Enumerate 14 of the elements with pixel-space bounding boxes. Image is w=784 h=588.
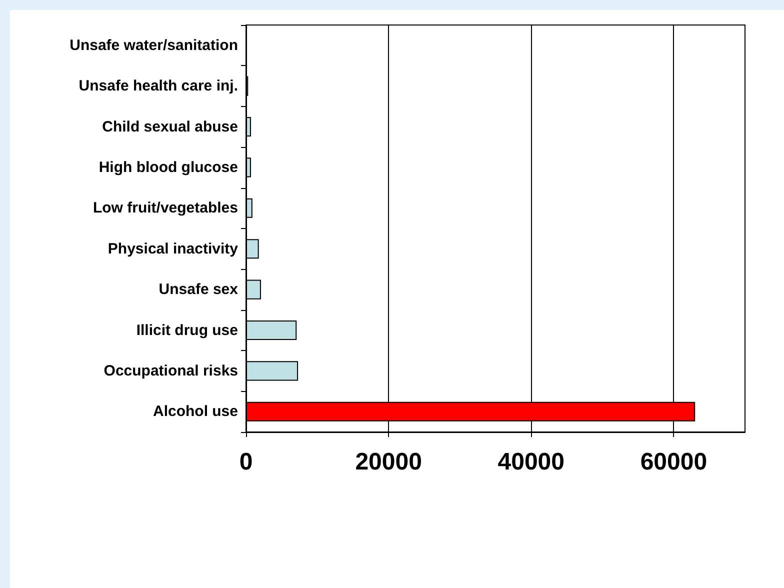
x-tick-label: 60000 — [640, 448, 708, 476]
y-tick-label: Physical inactivity — [108, 240, 239, 258]
x-tick-label: 0 — [239, 448, 253, 476]
y-tick-label: Low fruit/vegetables — [92, 200, 238, 217]
y-tick-label: Alcohol use — [152, 403, 238, 420]
y-tick-label: Unsafe sex — [158, 281, 239, 298]
y-tick-label: Child sexual abuse — [102, 118, 238, 136]
y-tick-label: Occupational risks — [104, 362, 238, 380]
y-tick-label: Unsafe water/sanitation — [70, 36, 238, 54]
y-tick-label: Illicit drug use — [136, 322, 238, 339]
y-tick-label: Unsafe health care inj. — [78, 78, 238, 95]
x-tick-label: 20000 — [355, 448, 422, 476]
x-tick-label: 40000 — [498, 448, 565, 476]
y-tick-label: High blood glucose — [98, 158, 238, 176]
